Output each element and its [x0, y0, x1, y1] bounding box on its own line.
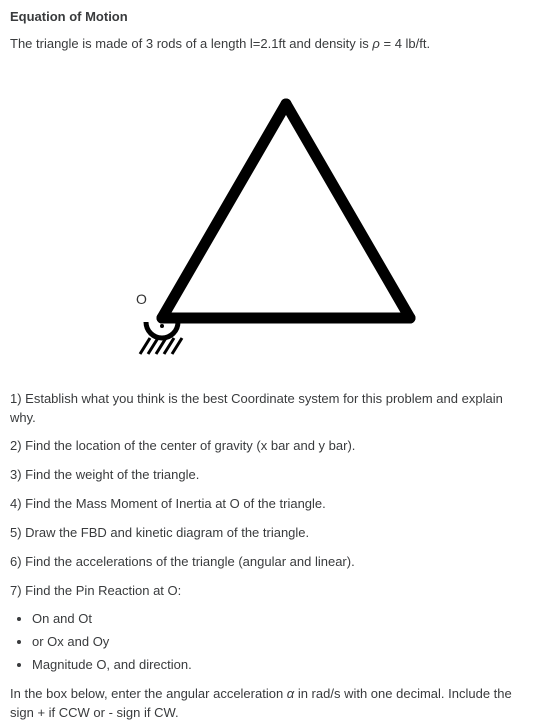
pin-label: O — [136, 291, 147, 307]
final-prefix: In the box below, enter the angular acce… — [10, 686, 287, 701]
option-on-ot: On and Ot — [32, 610, 529, 629]
question-7: 7) Find the Pin Reaction at O: — [10, 582, 529, 601]
question-2: 2) Find the location of the center of gr… — [10, 437, 529, 456]
question-5: 5) Draw the FBD and kinetic diagram of t… — [10, 524, 529, 543]
page-title: Equation of Motion — [10, 8, 529, 27]
triangle-right — [286, 104, 410, 318]
rho-symbol: ρ — [372, 36, 379, 51]
options-list: On and Ot or Ox and Oy Magnitude O, and … — [32, 610, 529, 675]
triangle-diagram: O — [110, 82, 430, 362]
option-ox-oy: or Ox and Oy — [32, 633, 529, 652]
question-1: 1) Establish what you think is the best … — [10, 390, 529, 428]
question-3: 3) Find the weight of the triangle. — [10, 466, 529, 485]
triangle-left — [162, 104, 286, 318]
intro-text: The triangle is made of 3 rods of a leng… — [10, 35, 529, 54]
question-6: 6) Find the accelerations of the triangl… — [10, 553, 529, 572]
question-4: 4) Find the Mass Moment of Inertia at O … — [10, 495, 529, 514]
pin-center-dot — [160, 324, 164, 328]
option-magnitude: Magnitude O, and direction. — [32, 656, 529, 675]
diagram-container: O — [10, 82, 529, 362]
final-instruction: In the box below, enter the angular acce… — [10, 685, 529, 723]
intro-prefix: The triangle is made of 3 rods of a leng… — [10, 36, 372, 51]
intro-suffix: = 4 lb/ft. — [380, 36, 430, 51]
